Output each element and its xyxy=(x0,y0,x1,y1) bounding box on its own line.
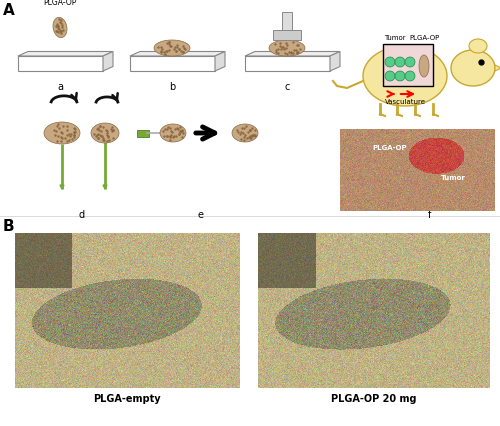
Text: B: B xyxy=(3,219,14,233)
Bar xyxy=(137,130,149,137)
Circle shape xyxy=(385,72,395,82)
Polygon shape xyxy=(103,52,113,72)
Polygon shape xyxy=(53,18,67,38)
Text: PLGA-empty: PLGA-empty xyxy=(93,393,161,403)
Polygon shape xyxy=(91,124,119,144)
Text: Vasculature: Vasculature xyxy=(384,99,426,105)
Polygon shape xyxy=(18,57,103,72)
Text: Tumor: Tumor xyxy=(441,174,466,180)
Polygon shape xyxy=(160,125,186,143)
Polygon shape xyxy=(18,52,113,57)
Text: d: d xyxy=(79,210,85,219)
Polygon shape xyxy=(232,125,258,143)
Ellipse shape xyxy=(419,56,429,78)
Polygon shape xyxy=(180,132,184,135)
Text: PLGA-OP: PLGA-OP xyxy=(410,35,440,41)
Text: b: b xyxy=(169,82,175,92)
Polygon shape xyxy=(269,41,305,57)
Polygon shape xyxy=(60,186,64,190)
Text: f: f xyxy=(428,210,432,219)
Text: PLGA-OP: PLGA-OP xyxy=(372,145,407,151)
Bar xyxy=(383,45,433,87)
Polygon shape xyxy=(154,41,190,57)
Polygon shape xyxy=(215,52,225,72)
Text: A: A xyxy=(3,3,15,18)
Polygon shape xyxy=(44,123,80,145)
Circle shape xyxy=(395,58,405,68)
Circle shape xyxy=(395,72,405,82)
Polygon shape xyxy=(469,40,487,54)
Circle shape xyxy=(385,58,395,68)
Text: e: e xyxy=(197,210,203,219)
Text: PLGA-OP 20 mg: PLGA-OP 20 mg xyxy=(331,393,417,403)
Polygon shape xyxy=(495,66,500,72)
Circle shape xyxy=(405,58,415,68)
Text: Tumor: Tumor xyxy=(384,35,406,41)
Polygon shape xyxy=(130,52,225,57)
Bar xyxy=(273,31,301,41)
Bar xyxy=(282,13,292,31)
Polygon shape xyxy=(130,57,215,72)
Polygon shape xyxy=(330,52,340,72)
Polygon shape xyxy=(245,52,340,57)
Polygon shape xyxy=(363,47,447,107)
Circle shape xyxy=(405,72,415,82)
Text: a: a xyxy=(57,82,63,92)
Polygon shape xyxy=(451,51,495,87)
Polygon shape xyxy=(103,186,107,190)
Polygon shape xyxy=(245,57,330,72)
Text: PLGA-OP: PLGA-OP xyxy=(44,0,76,7)
Text: c: c xyxy=(284,82,290,92)
